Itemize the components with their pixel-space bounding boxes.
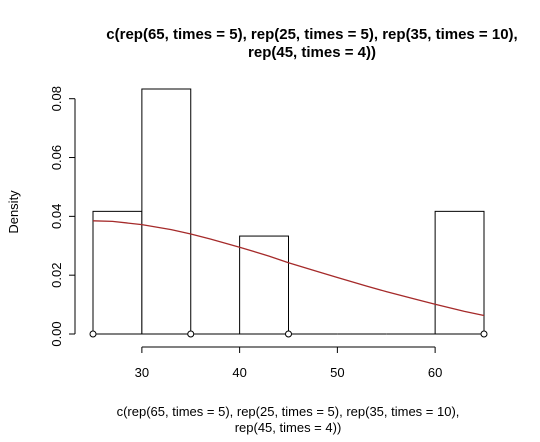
histogram-bar-2	[141, 88, 192, 335]
histogram-bar-1	[92, 210, 143, 335]
histogram-bars	[92, 88, 485, 335]
y-tick-label-1: 0.00	[49, 321, 64, 346]
histogram-bar-8	[434, 210, 485, 335]
histogram-bar-4	[239, 235, 289, 335]
y-axis: 0.00 0.02 0.04 0.06 0.08	[49, 86, 76, 347]
data-point-3	[285, 330, 292, 338]
data-point-1	[89, 330, 97, 338]
y-tick-label-2: 0.02	[49, 263, 64, 288]
x-tick-label-2: 40	[232, 365, 246, 380]
y-axis-label: Density	[6, 190, 21, 234]
data-points	[89, 330, 488, 338]
x-axis-label-line-1: c(rep(65, times = 5), rep(25, times = 5)…	[117, 404, 460, 419]
x-tick-label-4: 60	[428, 365, 442, 380]
x-axis: 30 40 50 60	[135, 346, 442, 380]
y-tick-label-3: 0.04	[49, 204, 64, 229]
chart-title-line-1: c(rep(65, times = 5), rep(25, times = 5)…	[106, 26, 517, 43]
data-point-4	[480, 330, 488, 338]
chart-title-line-2: rep(45, times = 4))	[248, 44, 376, 61]
data-point-2	[187, 330, 195, 338]
density-curve	[92, 220, 485, 317]
x-axis-label-line-2: rep(45, times = 4))	[235, 420, 342, 435]
x-tick-label-1: 30	[135, 365, 149, 380]
y-tick-label-5: 0.08	[49, 86, 64, 111]
y-tick-label-4: 0.06	[49, 145, 64, 170]
density-curve-group	[92, 220, 485, 317]
x-tick-label-3: 50	[330, 365, 344, 380]
